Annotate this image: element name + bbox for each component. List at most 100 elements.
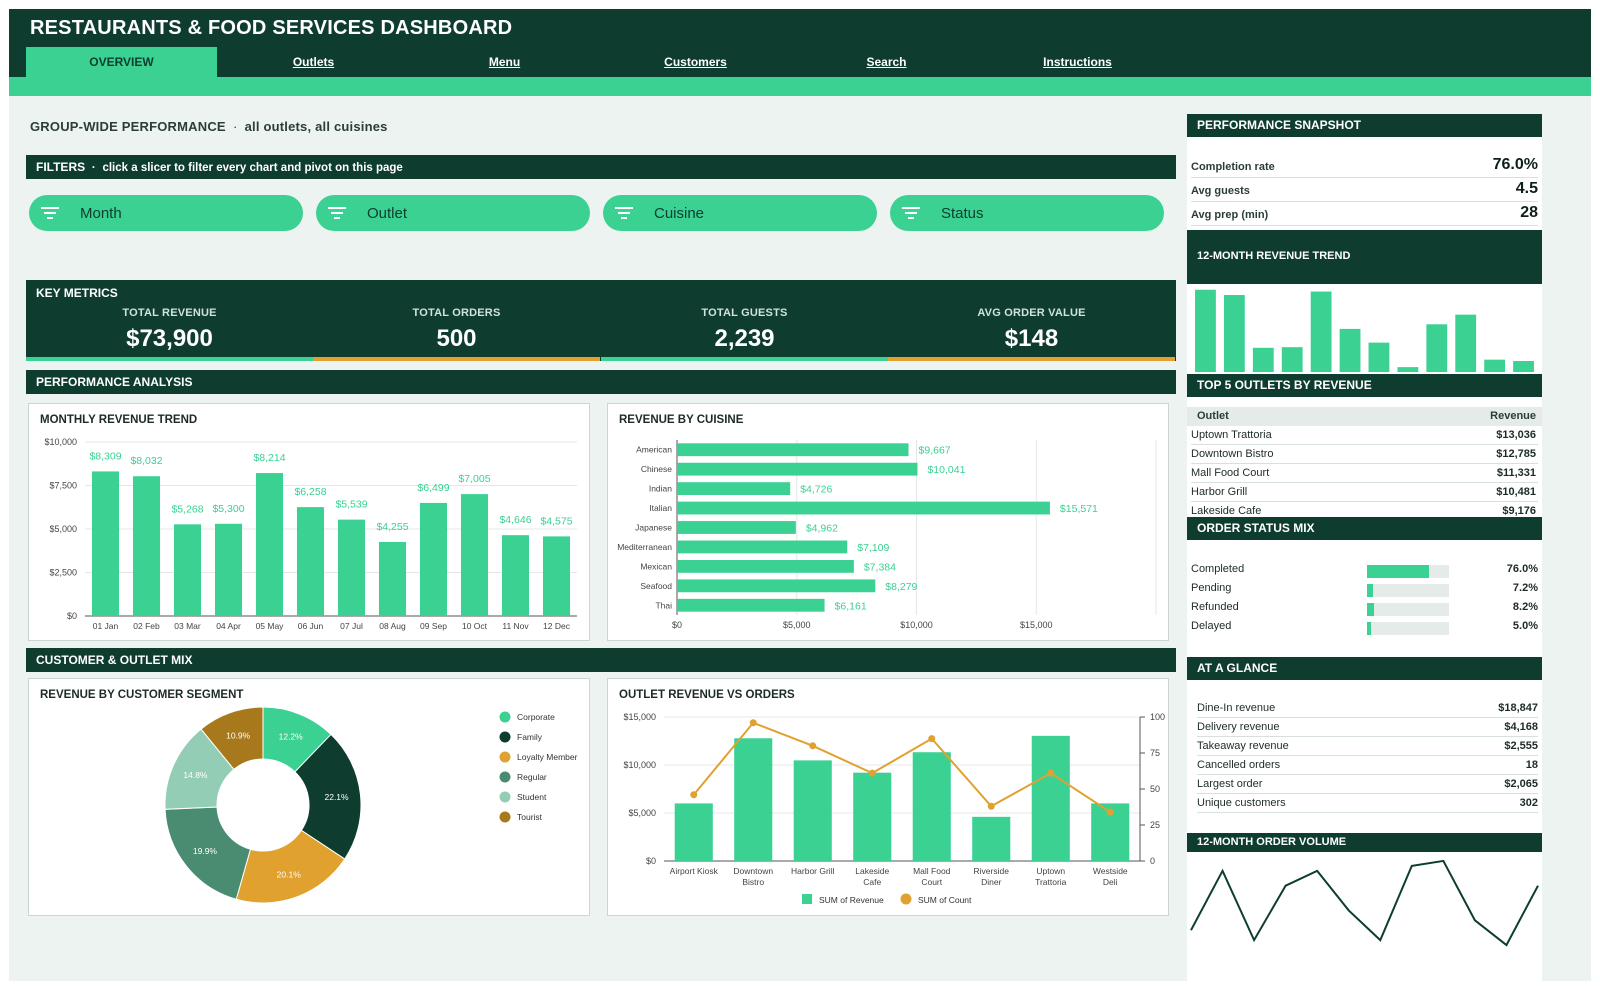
kpi-total-revenue: TOTAL REVENUE $73,900	[26, 280, 313, 361]
data-label: $4,726	[800, 484, 832, 496]
line-point	[809, 742, 817, 750]
slicer-month[interactable]: Month	[29, 195, 303, 231]
data-label: $4,962	[806, 523, 838, 535]
x-tick-label: Mall Food	[913, 866, 951, 876]
slice-label: 19.9%	[193, 846, 218, 856]
data-label: $6,258	[294, 486, 326, 498]
x-tick-label: Deli	[1103, 877, 1118, 887]
x-tick-label: 08 Aug	[379, 621, 406, 631]
glance-row: Largest order $2,065	[1197, 775, 1538, 794]
tab-customers[interactable]: Customers	[664, 55, 727, 69]
key-metrics-title: KEY METRICS	[36, 286, 118, 300]
y2-tick-label: 75	[1150, 748, 1160, 758]
glance-row: Dine-In revenue $18,847	[1197, 699, 1538, 718]
segment-revenue-card: REVENUE BY CUSTOMER SEGMENT 12.2% 22.1% 20…	[28, 678, 590, 916]
y-tick-label: Chinese	[641, 464, 672, 474]
x-tick-label: $0	[672, 620, 682, 630]
line-point	[868, 769, 876, 777]
bar	[501, 535, 530, 616]
bar	[173, 524, 202, 616]
slicer-outlet[interactable]: Outlet	[316, 195, 590, 231]
filters-note: click a slicer to filter every chart and…	[102, 162, 403, 174]
line-point	[928, 735, 936, 743]
monthly-revenue-card: MONTHLY REVENUE TREND $0 $2,500 $5,000 $7,5…	[28, 403, 590, 641]
data-label: $5,300	[212, 503, 244, 515]
status-label: Refunded	[1191, 601, 1239, 613]
dashboard: RESTAURANTS & FOOD SERVICES DASHBOARD OV…	[9, 9, 1591, 981]
data-label: $4,575	[540, 515, 572, 527]
y-tick-label: Indian	[649, 484, 672, 494]
filters-separator: ·	[91, 160, 96, 174]
outlet-name: Harbor Grill	[1191, 486, 1248, 498]
line-point	[690, 791, 698, 799]
data-label: $8,214	[253, 452, 285, 464]
y-tick-label: $15,000	[623, 712, 656, 722]
tab-overview[interactable]: OVERVIEW	[26, 47, 217, 77]
legend-swatch	[499, 751, 511, 763]
glance-value: $2,065	[1504, 778, 1538, 790]
sidebar: PERFORMANCE SNAPSHOT Completion rate 76.…	[1187, 114, 1542, 981]
y2-tick-label: 25	[1150, 820, 1160, 830]
glance-value: 18	[1525, 759, 1538, 771]
x-tick-label: Harbor Grill	[791, 866, 835, 876]
volume-title: 12-MONTH ORDER VOLUME	[1187, 833, 1542, 852]
x-tick-label: 07 Jul	[340, 621, 363, 631]
sparkbar	[1426, 324, 1448, 372]
dashboard-title: RESTAURANTS & FOOD SERVICES DASHBOARD	[30, 17, 513, 39]
legend-label: Family	[517, 732, 543, 742]
legend-swatch	[900, 893, 912, 905]
data-label: $4,255	[376, 521, 408, 533]
outlet-name: Uptown Trattoria	[1191, 429, 1272, 441]
tab-search[interactable]: Search	[866, 55, 907, 69]
data-label: $7,384	[864, 561, 896, 573]
x-tick-label: $10,000	[900, 620, 933, 630]
sparkbar	[1513, 361, 1534, 372]
outlet-revenue: $11,331	[1496, 467, 1536, 479]
status-track	[1367, 622, 1449, 635]
top5-title: TOP 5 OUTLETS BY REVENUE	[1187, 374, 1542, 397]
y-tick-label: Seafood	[640, 581, 672, 591]
glance-row: Cancelled orders 18	[1197, 756, 1538, 775]
x-tick-label: Bistro	[742, 877, 764, 887]
bar	[677, 501, 1050, 515]
segment-donut-chart: 12.2% 22.1% 20.1% 19.9% 14.8% 10.9% Corporate F…	[164, 706, 578, 904]
donut-slice	[235, 829, 346, 904]
sparkbar	[1281, 347, 1303, 372]
status-value: 7.2%	[1512, 582, 1538, 594]
slicer-status[interactable]: Status	[890, 195, 1164, 231]
data-label: $4,646	[499, 514, 531, 526]
x-tick-label: Cafe	[863, 877, 881, 887]
slicer-cuisine[interactable]: Cuisine	[603, 195, 877, 231]
sparkline-chart	[1190, 859, 1539, 947]
data-label: $8,309	[89, 450, 121, 462]
legend-label: Regular	[517, 772, 547, 782]
sparkbar	[1195, 289, 1216, 372]
tab-instructions[interactable]: Instructions	[1043, 55, 1112, 69]
status-value: 8.2%	[1512, 601, 1538, 613]
trend-title: 12-MONTH REVENUE TREND	[1197, 250, 1351, 262]
status-row: Completed 76.0%	[1191, 560, 1538, 579]
snapshot-label: Completion rate	[1191, 161, 1275, 173]
x-tick-label: Lakeside	[855, 866, 889, 876]
bar	[677, 462, 918, 476]
tab-outlets[interactable]: Outlets	[292, 55, 335, 69]
slicer-label: Outlet	[367, 205, 408, 222]
glance-value: 302	[1519, 797, 1538, 809]
x-tick-label: 09 Sep	[420, 621, 447, 631]
legend-label: SUM of Revenue	[819, 895, 884, 905]
bar	[912, 752, 951, 861]
data-label: $5,539	[335, 499, 367, 511]
y-tick-label: $10,000	[44, 437, 77, 447]
status-fill	[1367, 603, 1374, 616]
glance-value: $2,555	[1504, 740, 1538, 752]
chart-title: REVENUE BY CUSTOMER SEGMENT	[40, 689, 244, 701]
bar	[255, 473, 284, 616]
status-row: Refunded 8.2%	[1191, 598, 1538, 617]
slice-label: 22.1%	[324, 792, 349, 802]
y-tick-label: Mediterranean	[617, 542, 672, 552]
page-subtitle: GROUP-WIDE PERFORMANCE · all outlets, al…	[30, 119, 388, 134]
y-tick-label: $5,000	[49, 524, 77, 534]
y-tick-label: $10,000	[623, 760, 656, 770]
x-tick-label: Trattoria	[1035, 877, 1067, 887]
tab-menu[interactable]: Menu	[488, 55, 521, 69]
